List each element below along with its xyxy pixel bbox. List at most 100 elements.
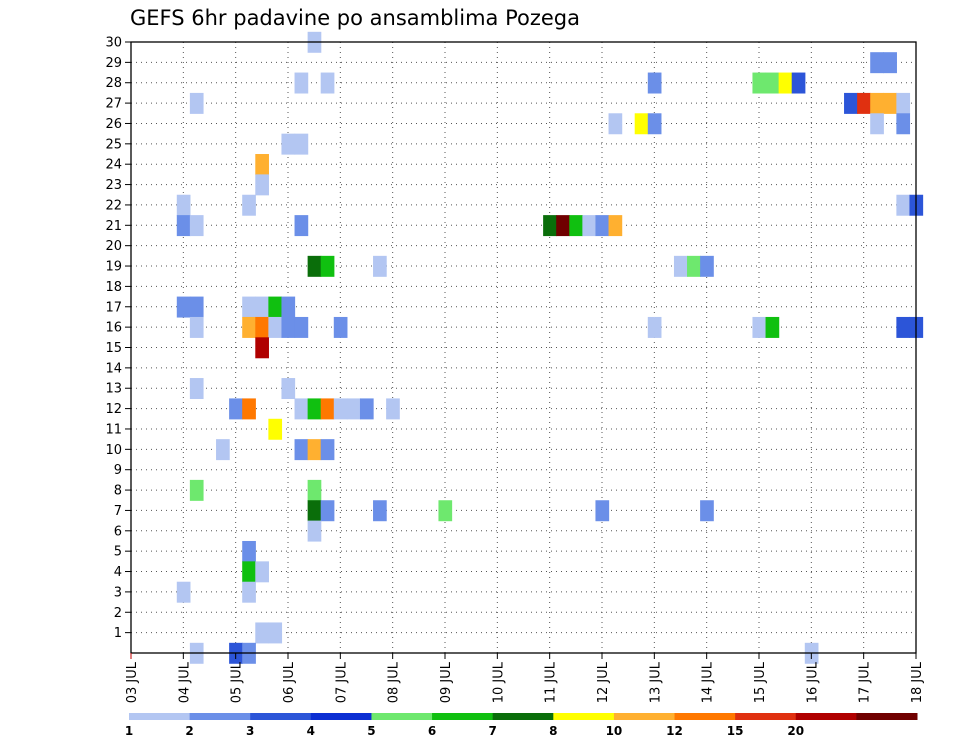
- data-cell: [673, 255, 688, 277]
- data-cell: [595, 215, 610, 237]
- y-tick-label: 21: [105, 219, 122, 234]
- legend-swatch: [795, 713, 857, 720]
- data-cell: [844, 92, 858, 114]
- y-tick-label: 18: [105, 280, 122, 295]
- data-cell: [189, 296, 204, 318]
- data-cell: [216, 439, 230, 461]
- x-tick-label: 12 JUL: [596, 661, 611, 703]
- data-cell: [386, 398, 400, 420]
- y-tick-label: 15: [105, 341, 122, 356]
- legend-swatch: [310, 713, 372, 720]
- y-tick-label: 28: [105, 76, 122, 91]
- data-cell: [870, 113, 884, 135]
- data-cell: [189, 316, 204, 338]
- data-cell: [896, 113, 911, 135]
- data-cell: [255, 561, 269, 583]
- legend-label: 10: [606, 724, 623, 738]
- y-tick-label: 25: [105, 137, 122, 152]
- data-cell: [307, 479, 322, 501]
- y-tick-label: 2: [114, 606, 122, 621]
- data-cell: [268, 622, 283, 644]
- data-cell: [281, 316, 296, 338]
- y-tick-label: 3: [114, 585, 122, 600]
- legend-label: 7: [489, 724, 497, 738]
- data-cell: [373, 500, 387, 522]
- y-tick-label: 11: [105, 422, 122, 437]
- legend-label: 3: [246, 724, 254, 738]
- data-cell: [255, 337, 269, 359]
- x-tick-label: 06 JUL: [282, 661, 297, 703]
- data-cell: [229, 398, 243, 420]
- legend-swatch: [250, 713, 312, 720]
- data-cell: [320, 398, 335, 420]
- legend-swatch: [735, 713, 797, 720]
- data-cell: [765, 316, 780, 338]
- data-cell: [320, 439, 335, 461]
- legend-label: 4: [307, 724, 315, 738]
- data-cell: [242, 296, 256, 318]
- data-cell: [307, 255, 322, 277]
- data-cell: [647, 316, 662, 338]
- data-cell: [765, 72, 780, 94]
- data-cell: [294, 316, 309, 338]
- x-tick-label: 11 JUL: [544, 661, 559, 703]
- data-cell: [857, 92, 871, 114]
- legend-swatch: [613, 713, 676, 720]
- data-cell: [346, 398, 361, 420]
- y-tick-label: 19: [105, 260, 122, 275]
- y-tick-label: 6: [114, 524, 122, 539]
- legend-swatch: [553, 713, 615, 720]
- y-tick-label: 20: [105, 239, 122, 254]
- y-tick-label: 13: [105, 382, 122, 397]
- data-cell: [634, 113, 649, 135]
- data-cell: [307, 500, 322, 522]
- y-tick-label: 26: [105, 117, 122, 132]
- y-tick-label: 14: [105, 361, 122, 376]
- data-cell: [687, 255, 701, 277]
- y-tick-label: 16: [105, 321, 122, 336]
- data-cell: [333, 316, 348, 338]
- legend-swatch: [189, 713, 251, 720]
- data-cell: [556, 215, 570, 237]
- y-tick-label: 22: [105, 198, 122, 213]
- y-tick-label: 9: [114, 463, 122, 478]
- data-cell: [896, 92, 911, 114]
- y-tick-label: 7: [114, 504, 122, 519]
- y-tick-label: 5: [114, 545, 122, 560]
- y-tick-label: 17: [105, 300, 122, 315]
- data-cell: [307, 439, 322, 461]
- x-tick-label: 03 JUL: [125, 661, 140, 703]
- legend-swatch: [371, 713, 433, 720]
- legend-label: 15: [727, 724, 744, 738]
- legend-label: 20: [787, 724, 804, 738]
- data-cell: [255, 622, 269, 644]
- x-tick-label: 15 JUL: [753, 661, 768, 703]
- data-cell: [294, 439, 309, 461]
- data-cell: [242, 316, 256, 338]
- data-cell: [791, 72, 806, 94]
- data-cell: [647, 72, 662, 94]
- data-cell: [294, 398, 309, 420]
- data-cell: [896, 194, 911, 216]
- y-tick-label: 23: [105, 178, 122, 193]
- data-cell: [242, 581, 256, 603]
- data-cell: [176, 581, 191, 603]
- data-cell: [255, 296, 269, 318]
- y-tick-label: 1: [114, 626, 122, 641]
- data-cell: [176, 194, 191, 216]
- data-cell: [752, 72, 767, 94]
- y-tick-label: 24: [105, 158, 122, 173]
- legend-label: 12: [666, 724, 683, 738]
- data-cell: [189, 92, 204, 114]
- x-tick-label: 07 JUL: [334, 661, 349, 703]
- data-cell: [242, 561, 256, 583]
- data-cell: [294, 215, 309, 237]
- x-tick-label: 13 JUL: [648, 661, 663, 703]
- x-tick-label: 17 JUL: [858, 661, 873, 703]
- data-cell: [189, 479, 204, 501]
- y-tick-label: 4: [114, 565, 122, 580]
- data-cell: [268, 418, 283, 440]
- x-tick-label: 04 JUL: [177, 661, 192, 703]
- data-cell: [255, 154, 269, 175]
